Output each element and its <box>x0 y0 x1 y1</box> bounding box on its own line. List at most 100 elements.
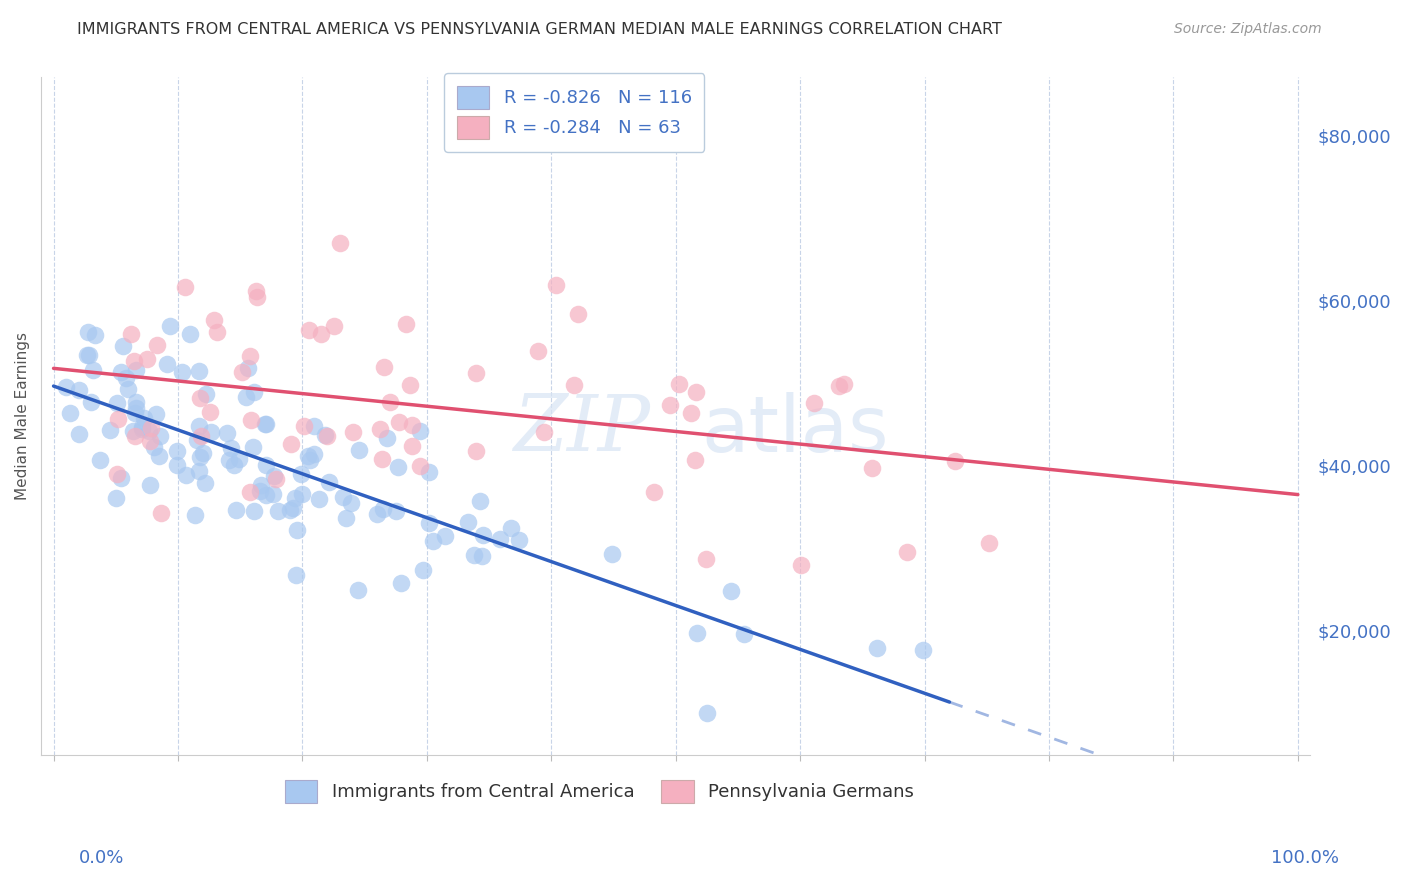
Point <box>195 387 218 401</box>
Point <box>188 450 211 464</box>
Point <box>373 360 395 375</box>
Point <box>659 398 682 412</box>
Point <box>194 476 217 491</box>
Point <box>860 460 883 475</box>
Point <box>943 454 966 468</box>
Point <box>332 490 354 504</box>
Point <box>388 415 411 429</box>
Point <box>291 487 314 501</box>
Point <box>380 395 402 409</box>
Point <box>527 344 550 359</box>
Point <box>105 396 128 410</box>
Point <box>250 478 273 492</box>
Point <box>179 326 201 341</box>
Point <box>347 443 370 458</box>
Point <box>188 364 211 378</box>
Point <box>643 485 665 500</box>
Point <box>139 478 162 492</box>
Point <box>218 453 240 467</box>
Point <box>188 464 211 478</box>
Point <box>375 432 398 446</box>
Point <box>302 447 325 461</box>
Point <box>166 458 188 472</box>
Point <box>463 548 485 562</box>
Point <box>193 445 215 459</box>
Point <box>264 472 287 486</box>
Point <box>685 626 707 640</box>
Point <box>401 417 423 432</box>
Point <box>329 235 352 250</box>
Point <box>422 533 444 548</box>
Point <box>125 401 148 415</box>
Text: ZIP: ZIP <box>513 392 651 468</box>
Point <box>150 506 173 520</box>
Point <box>668 376 690 391</box>
Point <box>318 475 340 489</box>
Point <box>110 365 132 379</box>
Point <box>544 278 567 293</box>
Point <box>395 317 418 331</box>
Point <box>110 471 132 485</box>
Point <box>67 383 90 397</box>
Point <box>228 452 250 467</box>
Point <box>105 491 128 505</box>
Point <box>342 425 364 439</box>
Point <box>100 423 122 437</box>
Point <box>198 404 221 418</box>
Point <box>465 366 488 380</box>
Legend: Immigrants from Central America, Pennsylvania Germans: Immigrants from Central America, Pennsyl… <box>274 769 925 814</box>
Point <box>695 552 717 566</box>
Point <box>284 491 307 505</box>
Point <box>262 487 284 501</box>
Point <box>186 433 208 447</box>
Point <box>912 643 935 657</box>
Point <box>117 382 139 396</box>
Point <box>290 467 312 482</box>
Point <box>828 379 851 393</box>
Point <box>82 363 104 377</box>
Point <box>803 396 825 410</box>
Point <box>468 493 491 508</box>
Point <box>138 425 160 439</box>
Point <box>190 429 212 443</box>
Point <box>409 424 432 438</box>
Point <box>280 503 302 517</box>
Point <box>373 502 395 516</box>
Point <box>131 421 153 435</box>
Point <box>55 379 77 393</box>
Point <box>280 437 302 451</box>
Point <box>79 348 101 362</box>
Point <box>501 521 523 535</box>
Point <box>387 459 409 474</box>
Point <box>246 290 269 304</box>
Point <box>172 365 194 379</box>
Point <box>236 361 259 376</box>
Point <box>105 467 128 481</box>
Point <box>309 327 332 342</box>
Point <box>600 547 623 561</box>
Point <box>263 468 285 483</box>
Point <box>239 350 262 364</box>
Point <box>298 322 321 336</box>
Point <box>457 515 479 529</box>
Point <box>254 417 277 431</box>
Point <box>297 449 319 463</box>
Point <box>141 421 163 435</box>
Point <box>412 563 434 577</box>
Point <box>368 422 391 436</box>
Point <box>245 284 267 298</box>
Point <box>145 407 167 421</box>
Point <box>314 428 336 442</box>
Point <box>239 485 262 500</box>
Point <box>146 337 169 351</box>
Point <box>122 353 145 368</box>
Point <box>111 339 134 353</box>
Point <box>489 533 512 547</box>
Point <box>409 459 432 474</box>
Point <box>124 428 146 442</box>
Point <box>202 313 225 327</box>
Point <box>316 428 339 442</box>
Point <box>298 453 321 467</box>
Point <box>143 441 166 455</box>
Point <box>533 425 555 439</box>
